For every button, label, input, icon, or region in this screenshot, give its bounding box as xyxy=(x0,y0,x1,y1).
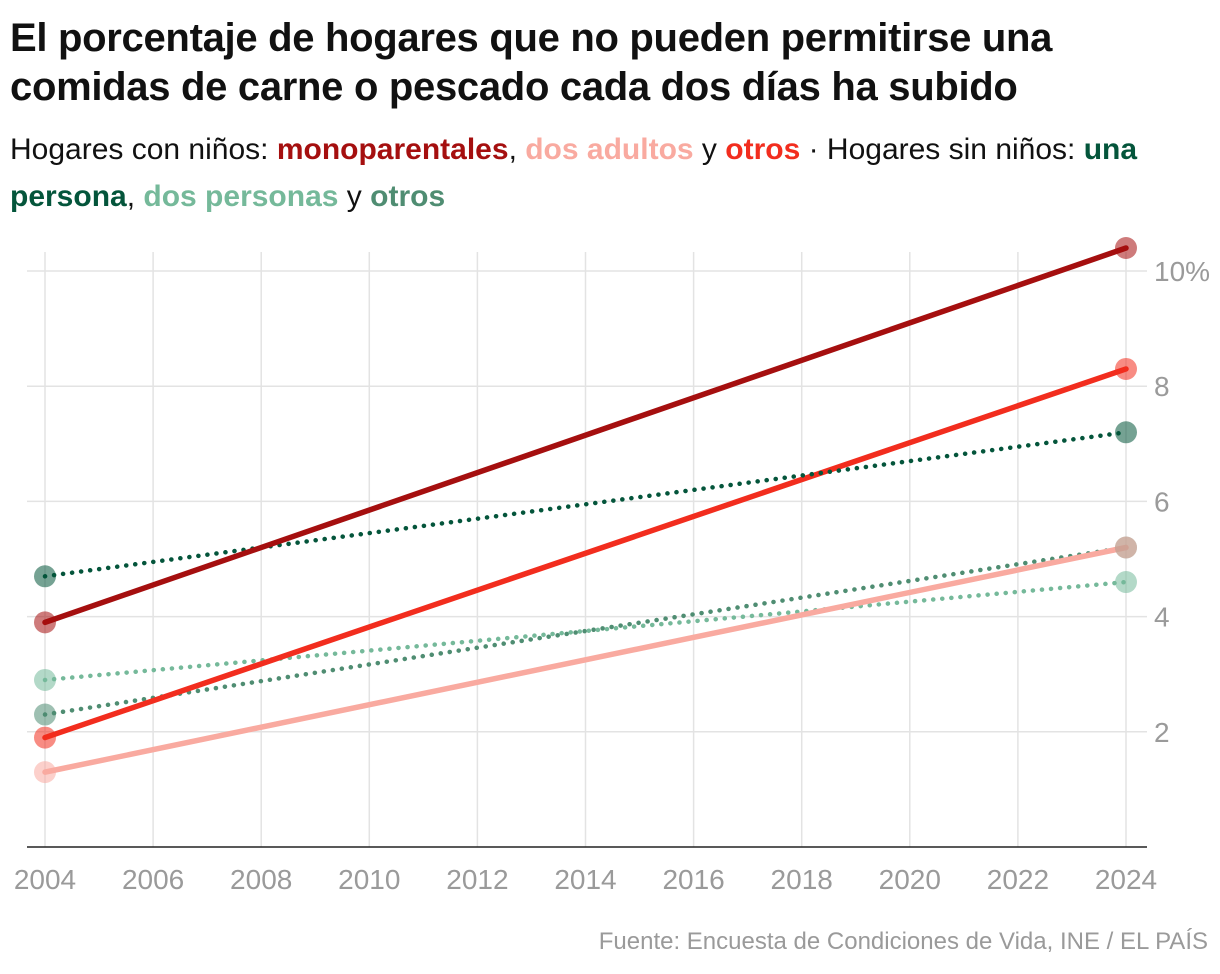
chart-subtitle-legend: Hogares con niños: monoparentales, dos a… xyxy=(10,126,1205,220)
source-note: Fuente: Encuesta de Condiciones de Vida,… xyxy=(598,928,1208,955)
legend-group-without-children-label: · Hogares sin niños: xyxy=(800,133,1084,166)
series-line-dos-adultos xyxy=(42,544,1129,775)
chart-title: El porcentaje de hogares que no pueden p… xyxy=(10,16,1053,109)
series-line-otros xyxy=(42,545,1129,717)
y-tick-label: 4 xyxy=(1154,602,1170,633)
series-point-dos-personas xyxy=(1115,571,1137,594)
legend-dos-personas: dos personas xyxy=(143,180,339,213)
series-line-una-persona xyxy=(42,430,1129,579)
y-tick-label: 6 xyxy=(1154,486,1170,517)
legend-separator: y xyxy=(693,133,726,166)
legend-otros-sin-ninos: otros xyxy=(370,180,446,213)
line-chart: 2004 2006 2008 2010 2012 2014 2016 2018 2020 2022… xyxy=(14,237,1210,895)
x-tick-label: 2022 xyxy=(987,864,1049,895)
series-point-una-persona xyxy=(1115,421,1137,444)
x-tick-label: 2008 xyxy=(230,864,292,895)
series-point-otros xyxy=(1115,357,1137,380)
y-tick-label: 2 xyxy=(1154,717,1170,748)
x-tick-label: 2016 xyxy=(662,864,724,895)
legend-separator: y xyxy=(338,180,371,213)
legend-separator: , xyxy=(126,180,144,213)
legend-group-with-children-label: Hogares con niños: xyxy=(10,133,277,166)
series-point-otros xyxy=(34,726,56,749)
y-tick-label: 8 xyxy=(1154,371,1170,402)
x-tick-label: 2024 xyxy=(1095,864,1157,895)
series-point-dos-personas xyxy=(34,668,56,691)
series-point-otros xyxy=(34,703,56,726)
legend-separator: , xyxy=(508,133,526,166)
y-tick-label: 10% xyxy=(1154,256,1210,287)
series-line-monoparentales xyxy=(42,245,1129,626)
x-tick-label: 2006 xyxy=(122,864,184,895)
x-tick-label: 2012 xyxy=(446,864,508,895)
legend-una-persona: una persona xyxy=(10,133,1138,213)
x-tick-label: 2020 xyxy=(879,864,941,895)
series-line-otros xyxy=(42,366,1129,741)
series-point-monoparentales xyxy=(34,611,56,634)
series-point-una-persona xyxy=(34,565,56,588)
x-tick-label: 2018 xyxy=(771,864,833,895)
x-tick-label: 2004 xyxy=(14,864,76,895)
legend-dos-adultos: dos adultos xyxy=(525,133,694,166)
series-point-dos-adultos xyxy=(1115,536,1137,559)
legend-monoparentales: monoparentales xyxy=(276,133,509,166)
series-line-dos-personas xyxy=(42,579,1129,683)
x-tick-label: 2010 xyxy=(338,864,400,895)
series-point-monoparentales xyxy=(1115,237,1137,259)
x-tick-label: 2014 xyxy=(554,864,616,895)
legend-otros-con-ninos: otros xyxy=(725,133,801,166)
series-point-dos-adultos xyxy=(34,761,56,784)
